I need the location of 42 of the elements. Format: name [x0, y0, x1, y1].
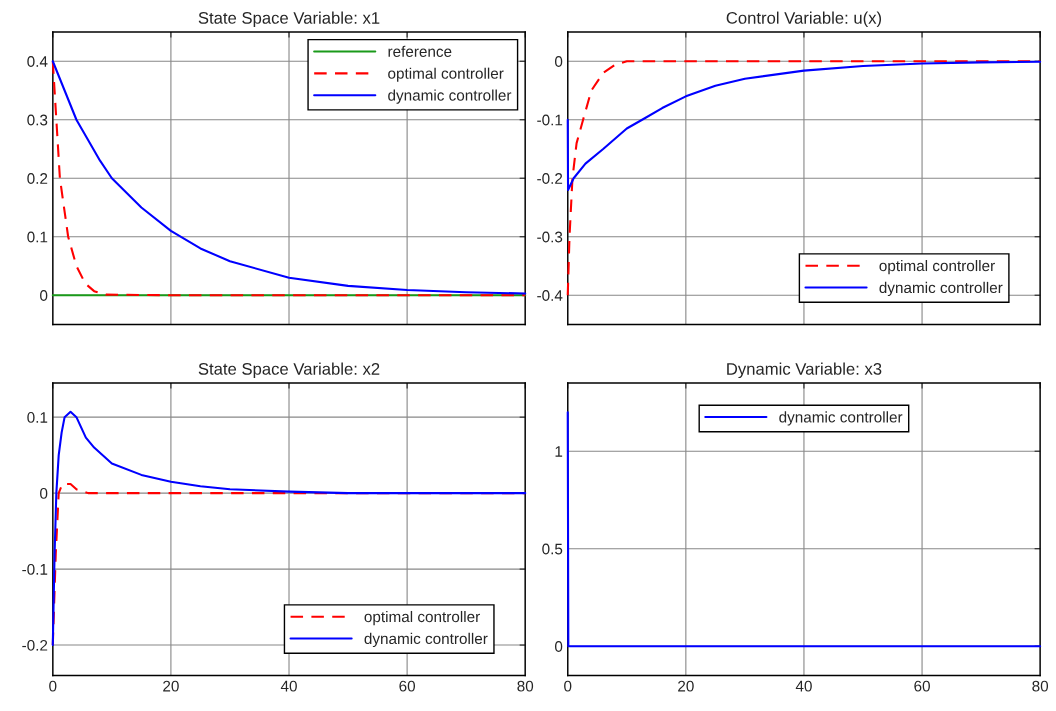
- line-series: [566, 60, 1042, 297]
- x-tick-label: 40: [795, 680, 812, 692]
- x-tick-label: 0: [564, 680, 572, 692]
- y-tick-label: 0.2: [27, 173, 48, 184]
- y-tick-label: 0: [40, 290, 48, 301]
- y-tick-label: -0.1: [22, 563, 48, 575]
- chart-title: State Space Variable: x2: [198, 362, 380, 379]
- legend-label: optimal controller: [879, 259, 995, 275]
- x-tick-label: 60: [399, 680, 416, 692]
- chart-title: Control Variable: u(x): [726, 11, 882, 28]
- y-tick-label: -0.3: [537, 231, 563, 243]
- y-tick-label: -0.2: [537, 173, 563, 184]
- y-tick-label: 0: [40, 487, 48, 499]
- y-tick-label: 0: [554, 56, 563, 67]
- y-tick-label: 0.4: [27, 56, 48, 67]
- x-tick-label: 20: [678, 680, 694, 692]
- legend-label: optimal controller: [364, 610, 480, 626]
- x-tick-label: 80: [517, 680, 534, 692]
- x-tick-label: 80: [1032, 680, 1049, 692]
- chart-title: State Space Variable: x1: [198, 11, 380, 28]
- legend-label: dynamic controller: [779, 411, 903, 426]
- x-tick-label: 60: [914, 680, 930, 692]
- legend-label: reference: [388, 45, 452, 57]
- y-tick-label: 0.3: [27, 114, 48, 126]
- line-series: [566, 60, 1042, 191]
- legend-label: dynamic controller: [879, 281, 1003, 297]
- legend-label: optimal controller: [388, 67, 504, 82]
- line-series: [51, 410, 527, 647]
- y-tick-label: 0.1: [27, 231, 48, 243]
- y-tick-label: -0.2: [22, 639, 48, 651]
- y-tick-label: 1: [555, 446, 563, 457]
- x-tick-label: 0: [49, 680, 57, 692]
- legend-label: dynamic controller: [388, 89, 512, 104]
- chart-title: Dynamic Variable: x3: [727, 362, 882, 379]
- y-tick-label: -0.1: [537, 114, 563, 126]
- legend-label: dynamic controller: [364, 632, 488, 648]
- x-tick-label: 20: [163, 680, 179, 692]
- y-tick-label: 0.1: [27, 412, 48, 423]
- y-tick-label: 0: [554, 641, 563, 652]
- y-tick-label: -0.4: [537, 290, 563, 301]
- y-tick-label: 0.5: [542, 543, 563, 555]
- x-tick-label: 40: [280, 680, 297, 692]
